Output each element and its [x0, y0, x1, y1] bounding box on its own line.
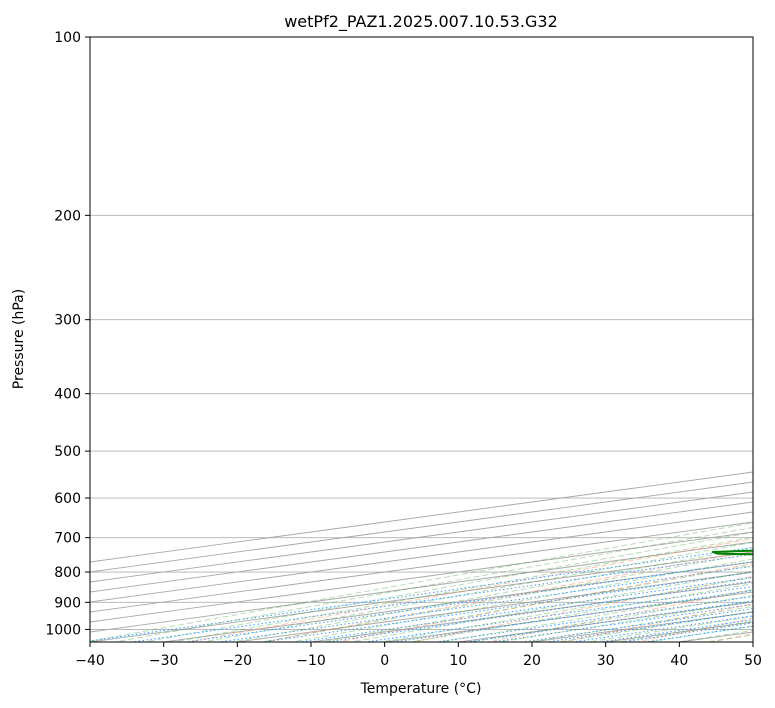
- x-tick-label: 50: [744, 653, 762, 669]
- mixing-ratio-layer: [90, 546, 753, 642]
- x-tick-label: 10: [449, 653, 467, 669]
- dry-adiabat: [335, 562, 753, 642]
- x-tick-label: 40: [670, 653, 688, 669]
- isotherm-gridline: [90, 551, 753, 642]
- y-tick-label: 200: [54, 208, 81, 224]
- mixing-ratio-line: [618, 622, 753, 642]
- moist-adiabat: [496, 600, 753, 642]
- dewpoint-profile-line: [711, 549, 753, 556]
- isotherm-gridline: [738, 10, 775, 654]
- moist-adiabat: [90, 522, 753, 642]
- x-tick-label: 30: [597, 653, 615, 669]
- moist-adiabat: [318, 564, 753, 642]
- plot-frame: [89, 36, 754, 643]
- y-tick-label: 100: [54, 30, 81, 46]
- isotherm-gridline: [90, 501, 753, 593]
- moist-adiabat: [348, 570, 753, 642]
- y-tick-label: 1000: [45, 622, 81, 638]
- moist-adiabat: [112, 526, 753, 642]
- mixing-ratio-line: [182, 561, 753, 642]
- mixing-ratio-line: [518, 608, 753, 642]
- isotherm-gridline: [233, 571, 753, 642]
- mixing-ratio-line: [90, 546, 753, 642]
- moist-adiabat: [259, 552, 753, 642]
- dry-adiabats-layer: [186, 538, 753, 642]
- isotherm-gridline: [90, 531, 753, 623]
- x-tick-label: 0: [380, 653, 389, 669]
- y-tick-label: 900: [54, 595, 81, 611]
- y-tick-label: 800: [54, 565, 81, 581]
- y-tick-label: 400: [54, 387, 81, 403]
- moist-adiabat: [289, 558, 753, 642]
- x-tick-label: −10: [296, 653, 326, 669]
- y-tick-label: 500: [54, 444, 81, 460]
- moist-adiabat: [644, 625, 753, 642]
- axes-layer: −40 −30 −20 −10 0 10 20 30 40 50 100 200 300 400 500 60…: [45, 30, 762, 669]
- moist-adiabat: [378, 576, 753, 642]
- isotherm-gridline: [90, 471, 753, 563]
- moist-adiabat: [171, 536, 753, 642]
- isotherm-gridline: [90, 511, 753, 603]
- y-tick-label: 700: [54, 531, 81, 547]
- dry-adiabat: [485, 589, 753, 642]
- moist-adiabat: [437, 589, 753, 642]
- x-tick-label: −30: [149, 653, 179, 669]
- isotherm-gridline: [307, 581, 753, 642]
- mixing-ratio-line: [322, 580, 753, 642]
- x-tick-label: −40: [75, 653, 105, 669]
- dry-adiabat: [260, 550, 753, 642]
- mixing-ratio-line: [596, 619, 753, 642]
- grid-layer: [90, 10, 775, 654]
- moist-adiabat: [200, 541, 753, 642]
- y-tick-label: 300: [54, 313, 81, 329]
- mixing-ratio-line: [361, 585, 753, 642]
- mixing-ratio-line: [542, 611, 753, 642]
- x-tick-label: 20: [523, 653, 541, 669]
- isotherm-gridline: [90, 521, 753, 613]
- profiles-layer: [711, 549, 753, 556]
- y-tick-label: 600: [54, 491, 81, 507]
- isotherm-gridline: [90, 491, 753, 583]
- moist-adiabat: [141, 531, 753, 642]
- chart-title: wetPf2_PAZ1.2025.007.10.53.G32: [284, 12, 558, 32]
- isotherm-gridline: [90, 481, 753, 573]
- mixing-ratio-line: [390, 589, 753, 642]
- x-axis-title: Temperature (°C): [360, 681, 482, 697]
- moist-adiabats-layer: [90, 522, 753, 642]
- mixing-ratio-line: [432, 596, 753, 642]
- isotherm-gridline: [90, 541, 753, 633]
- moist-adiabat: [230, 547, 753, 642]
- dry-adiabat: [186, 538, 753, 642]
- isotherm-gridline: [381, 591, 753, 642]
- x-tick-label: −20: [223, 653, 253, 669]
- y-axis-title: Pressure (hPa): [11, 289, 27, 389]
